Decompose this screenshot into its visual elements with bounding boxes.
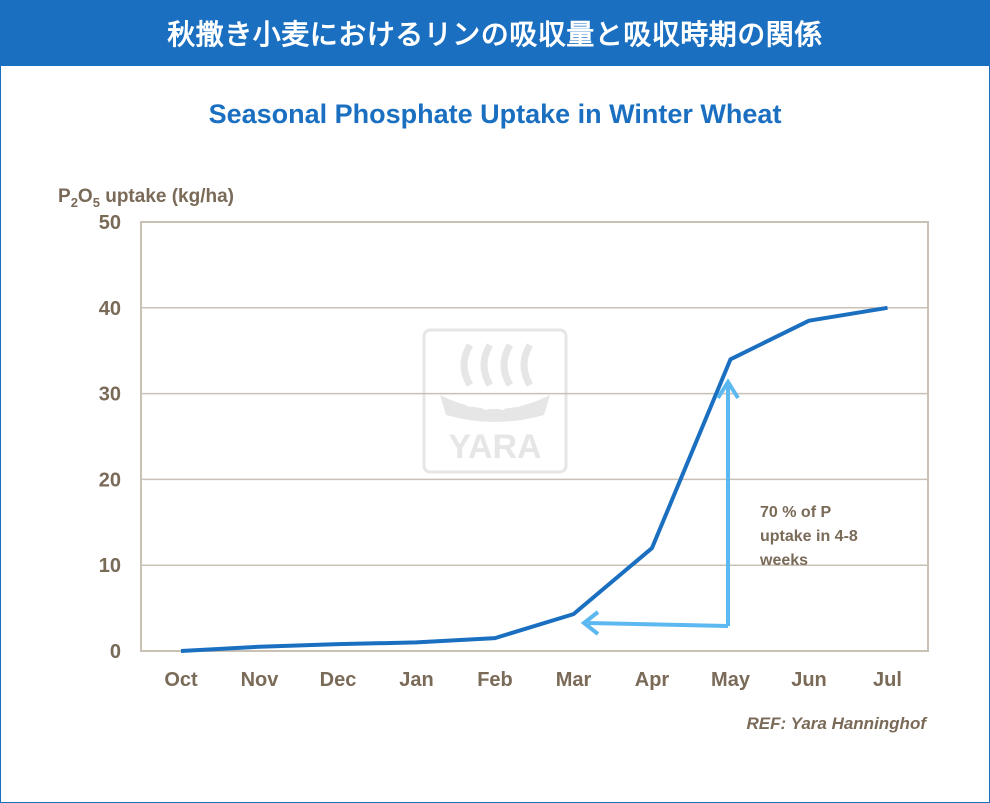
x-tick-label: Mar: [556, 669, 592, 691]
chart-title: Seasonal Phosphate Uptake in Winter Whea…: [209, 99, 782, 129]
title-banner: 秋撒き小麦におけるリンの吸収量と吸収時期の関係: [0, 0, 990, 66]
horizontal-arrow-shaft: [587, 621, 729, 628]
banner-title: 秋撒き小麦におけるリンの吸収量と吸収時期の関係: [167, 18, 823, 51]
watermark-text: YARA: [448, 428, 541, 466]
x-tick-label: Feb: [477, 669, 513, 691]
x-tick-label: May: [711, 669, 751, 691]
up-arrow-head: [716, 378, 740, 400]
left-arrow-head: [580, 610, 600, 636]
series-uptake: [180, 305, 888, 653]
y-tick-label: 40: [99, 298, 121, 320]
plot-area: [140, 221, 929, 652]
x-tick-label: Oct: [164, 669, 198, 691]
x-tick-label: Apr: [635, 669, 670, 691]
y-tick-label: 0: [110, 641, 121, 663]
x-tick-label: Nov: [241, 669, 280, 691]
y-axis-ticks: 0 10 20 30 40 50: [99, 212, 121, 663]
series-line: [180, 305, 888, 653]
y-tick-label: 10: [99, 555, 121, 577]
x-tick-label: Jun: [791, 669, 827, 691]
yara-logo-watermark: YARA: [422, 328, 568, 474]
x-tick-label: Jan: [399, 669, 433, 691]
x-tick-label: Dec: [320, 669, 357, 691]
reference-note: REF: Yara Hanninghof: [747, 714, 929, 733]
annotation-text: 70 % of P uptake in 4-8 weeks: [759, 504, 862, 569]
y-tick-label: 20: [99, 469, 121, 491]
x-axis-ticks: Oct Nov Dec Jan Feb Mar Apr May Jun Jul: [164, 669, 902, 691]
y-tick-label: 50: [99, 212, 121, 234]
y-axis-label: P2O5 uptake (kg/ha): [58, 186, 234, 210]
y-tick-label: 30: [99, 384, 121, 406]
annotation-arrows: [580, 378, 740, 636]
x-tick-label: Jul: [873, 669, 902, 691]
grid-lines: [141, 307, 928, 566]
